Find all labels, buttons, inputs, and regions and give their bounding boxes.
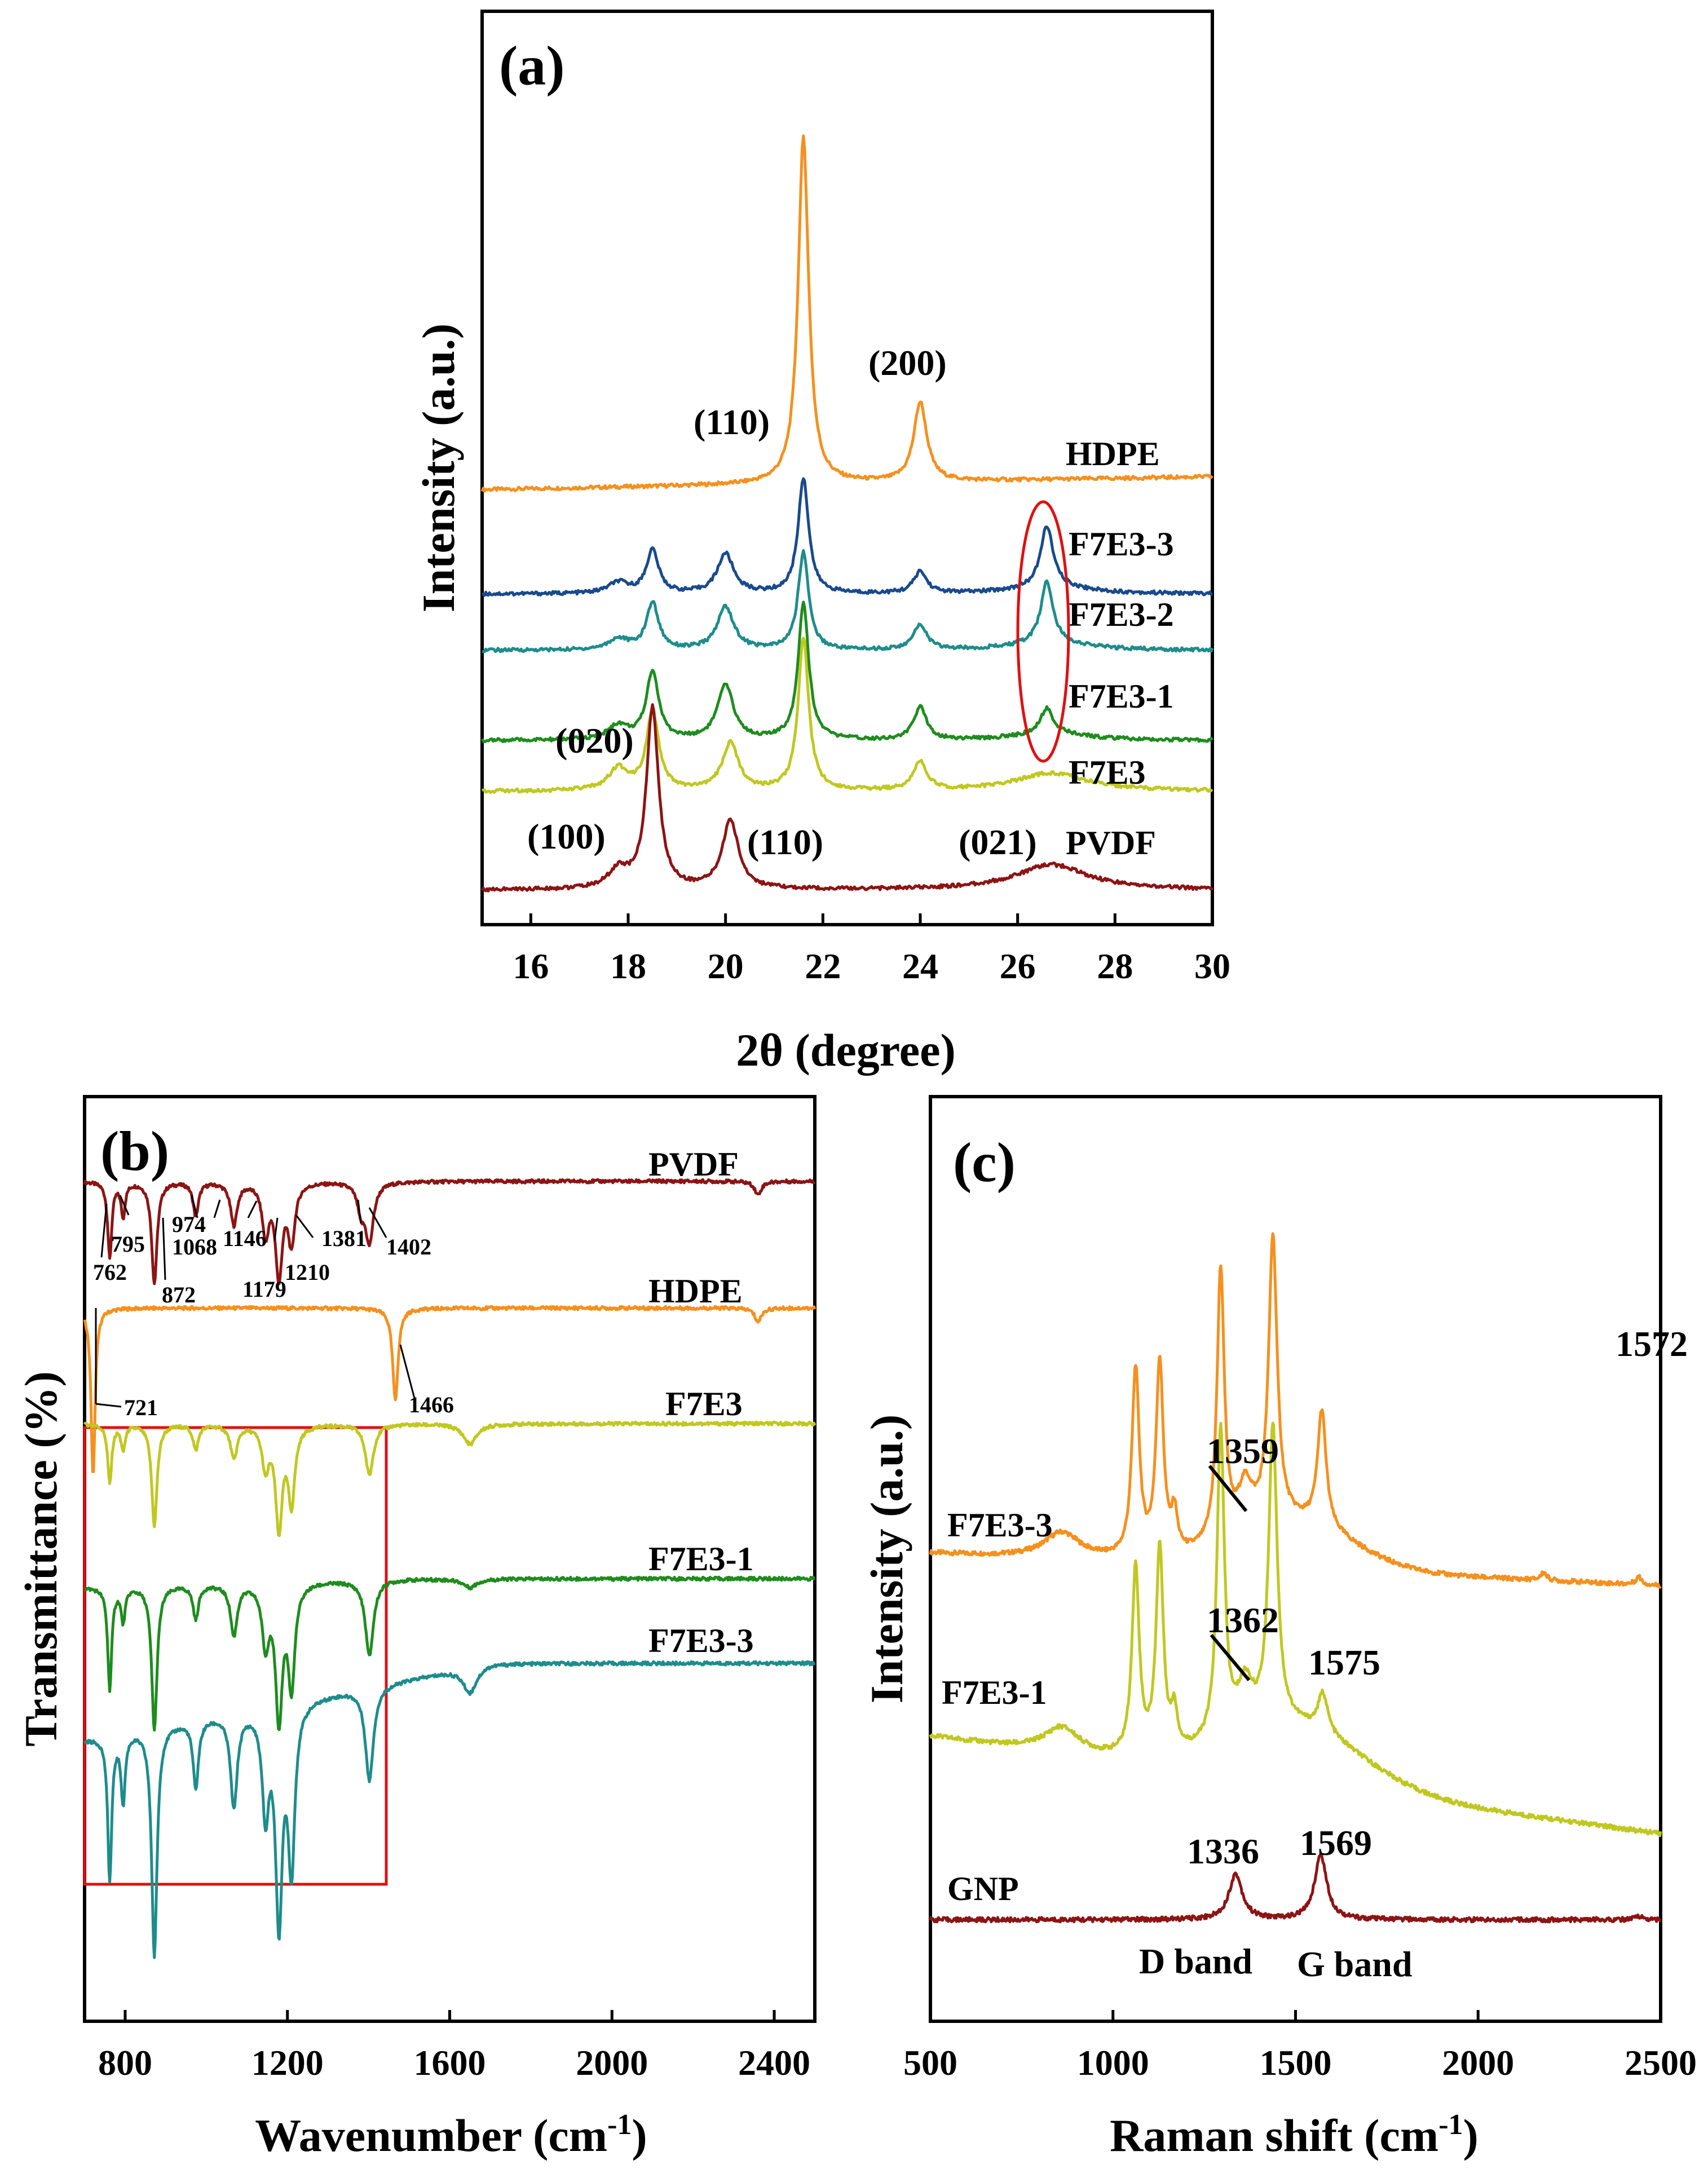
panel-b-xlabel: Wavenumber (cm-1): [255, 2109, 647, 2161]
label-c-gnp: GNP: [947, 1870, 1019, 1907]
panel-a-xlabel: 2θ (degree): [736, 1024, 956, 1076]
annot-b-1146: 1146: [223, 1226, 267, 1251]
label-b-f7e3: F7E3: [665, 1385, 743, 1422]
panel-b-ylabel: Transmittance (%): [15, 1371, 67, 1747]
trace-b-f7e3-1: [83, 1575, 816, 1732]
panel-b: 800 1200 1600 2000 2400 (b) PVDF HDPE F7E3 F…: [15, 1095, 817, 2161]
xtick-label-c: 1000: [1077, 2043, 1149, 2083]
panel-a-letter: (a): [499, 34, 565, 97]
xtick-label-b: 800: [98, 2043, 152, 2083]
trace-a-f7e3: [481, 637, 1213, 794]
xtick-label-b: 1200: [251, 2043, 324, 2083]
annot-b-974: 974: [172, 1212, 206, 1237]
xtick-label-a: 16: [513, 946, 549, 986]
annot-b-1381: 1381: [321, 1226, 367, 1251]
trace-a-hdpe: [480, 134, 1213, 493]
trace-c-f7e3-3: [929, 1232, 1662, 1589]
annot-a-100: (100): [527, 816, 606, 856]
annot-c-1362: 1362: [1207, 1600, 1279, 1640]
xtick-label-a: 20: [708, 946, 744, 986]
annot-c-d-band: D band: [1139, 1941, 1252, 1981]
xtick-label-c: 1500: [1260, 2043, 1332, 2083]
panel-a: 16 18 20 22 24 26 28 30 (a) (110) (200) (020) (…: [413, 10, 1230, 1076]
annot-b-762: 762: [93, 1260, 127, 1285]
label-a-f7e3-2: F7E3-2: [1069, 596, 1174, 633]
xtick-label-c: 500: [903, 2043, 957, 2083]
annot-b-721: 721: [124, 1395, 158, 1420]
annot-leaders-c: [1208, 1465, 1251, 1681]
xtick-label-c: 2500: [1625, 2043, 1697, 2083]
annot-a-020: (020): [555, 721, 634, 761]
annot-b-1210: 1210: [285, 1260, 330, 1285]
label-b-f7e3-3: F7E3-3: [648, 1622, 754, 1659]
panel-c-letter: (c): [953, 1131, 1016, 1194]
xtick-label-b: 2000: [576, 2043, 648, 2083]
panel-c-frame: [929, 1095, 1662, 2023]
annot-b-795: 795: [111, 1231, 145, 1257]
annot-a-021: (021): [959, 822, 1037, 862]
xtick-label-b: 2400: [738, 2043, 810, 2083]
xtick-label-b: 1600: [414, 2043, 486, 2083]
trace-a-pvdf: [480, 703, 1213, 893]
annot-leaders: [95, 1195, 416, 1408]
label-b-f7e3-1: F7E3-1: [648, 1540, 754, 1578]
trace-a-f7e3-3: [482, 477, 1213, 597]
label-a-f7e3-3: F7E3-3: [1069, 525, 1174, 563]
annot-b-1179: 1179: [242, 1276, 286, 1302]
label-a-pvdf: PVDF: [1066, 824, 1156, 862]
label-b-pvdf: PVDF: [648, 1146, 739, 1183]
zoom-box: [83, 1426, 388, 1886]
trace-b-hdpe: [83, 1305, 817, 1473]
trace-c-f7e3-1: [929, 1421, 1662, 1837]
label-a-f7e3-1: F7E3-1: [1069, 678, 1174, 715]
xtick-label-a: 24: [902, 946, 938, 986]
annot-c-1569: 1569: [1300, 1823, 1372, 1863]
xtick-label-a: 28: [1097, 946, 1133, 986]
panel-b-letter: (b): [100, 1120, 169, 1182]
xtick-label-a: 30: [1194, 946, 1230, 986]
label-a-f7e3: F7E3: [1069, 754, 1146, 791]
xtick-label-a: 26: [1000, 946, 1036, 986]
xtick-label-c: 2000: [1442, 2043, 1514, 2083]
trace-a-f7e3-2: [482, 549, 1214, 653]
annot-a-110-bottom: (110): [747, 822, 823, 862]
panel-c-xlabel: Raman shift (cm-1): [1110, 2109, 1478, 2161]
panel-a-frame: [480, 10, 1214, 926]
annot-c-g-band: G band: [1297, 1944, 1413, 1984]
annot-b-1402: 1402: [386, 1234, 431, 1260]
trace-b-f7e3: [83, 1420, 817, 1538]
label-b-hdpe: HDPE: [648, 1273, 743, 1310]
xtick-label-a: 22: [805, 946, 841, 986]
annot-c-1359: 1359: [1207, 1431, 1279, 1471]
annot-b-1068: 1068: [172, 1234, 217, 1260]
annot-c-1572: 1572: [1616, 1324, 1688, 1364]
trace-a-f7e3-1: [480, 600, 1214, 743]
label-c-f7e3-1: F7E3-1: [942, 1674, 1047, 1711]
annot-c-1336: 1336: [1187, 1831, 1259, 1871]
label-c-f7e3-3: F7E3-3: [947, 1507, 1053, 1544]
annot-b-872: 872: [162, 1282, 196, 1307]
trace-b-pvdf: [83, 1178, 816, 1286]
annot-a-110-top: (110): [694, 402, 770, 442]
panel-c-ylabel: Intensity (a.u.): [861, 1415, 912, 1704]
xtick-label-a: 18: [610, 946, 646, 986]
panel-a-ylabel: Intensity (a.u.): [413, 324, 464, 613]
annot-c-1575: 1575: [1308, 1642, 1380, 1682]
panel-c: 500 1000 1500 2000 2500 (c) F7E3-3 F7E3-1 GN…: [861, 1095, 1697, 2161]
label-a-hdpe: HDPE: [1066, 435, 1160, 472]
annot-a-200: (200): [868, 343, 947, 383]
trace-c-gnp: [929, 1853, 1662, 1924]
annot-b-1466: 1466: [409, 1392, 454, 1417]
highlight-ellipse: [1016, 500, 1070, 763]
trace-b-f7e3-3: [83, 1660, 816, 1959]
